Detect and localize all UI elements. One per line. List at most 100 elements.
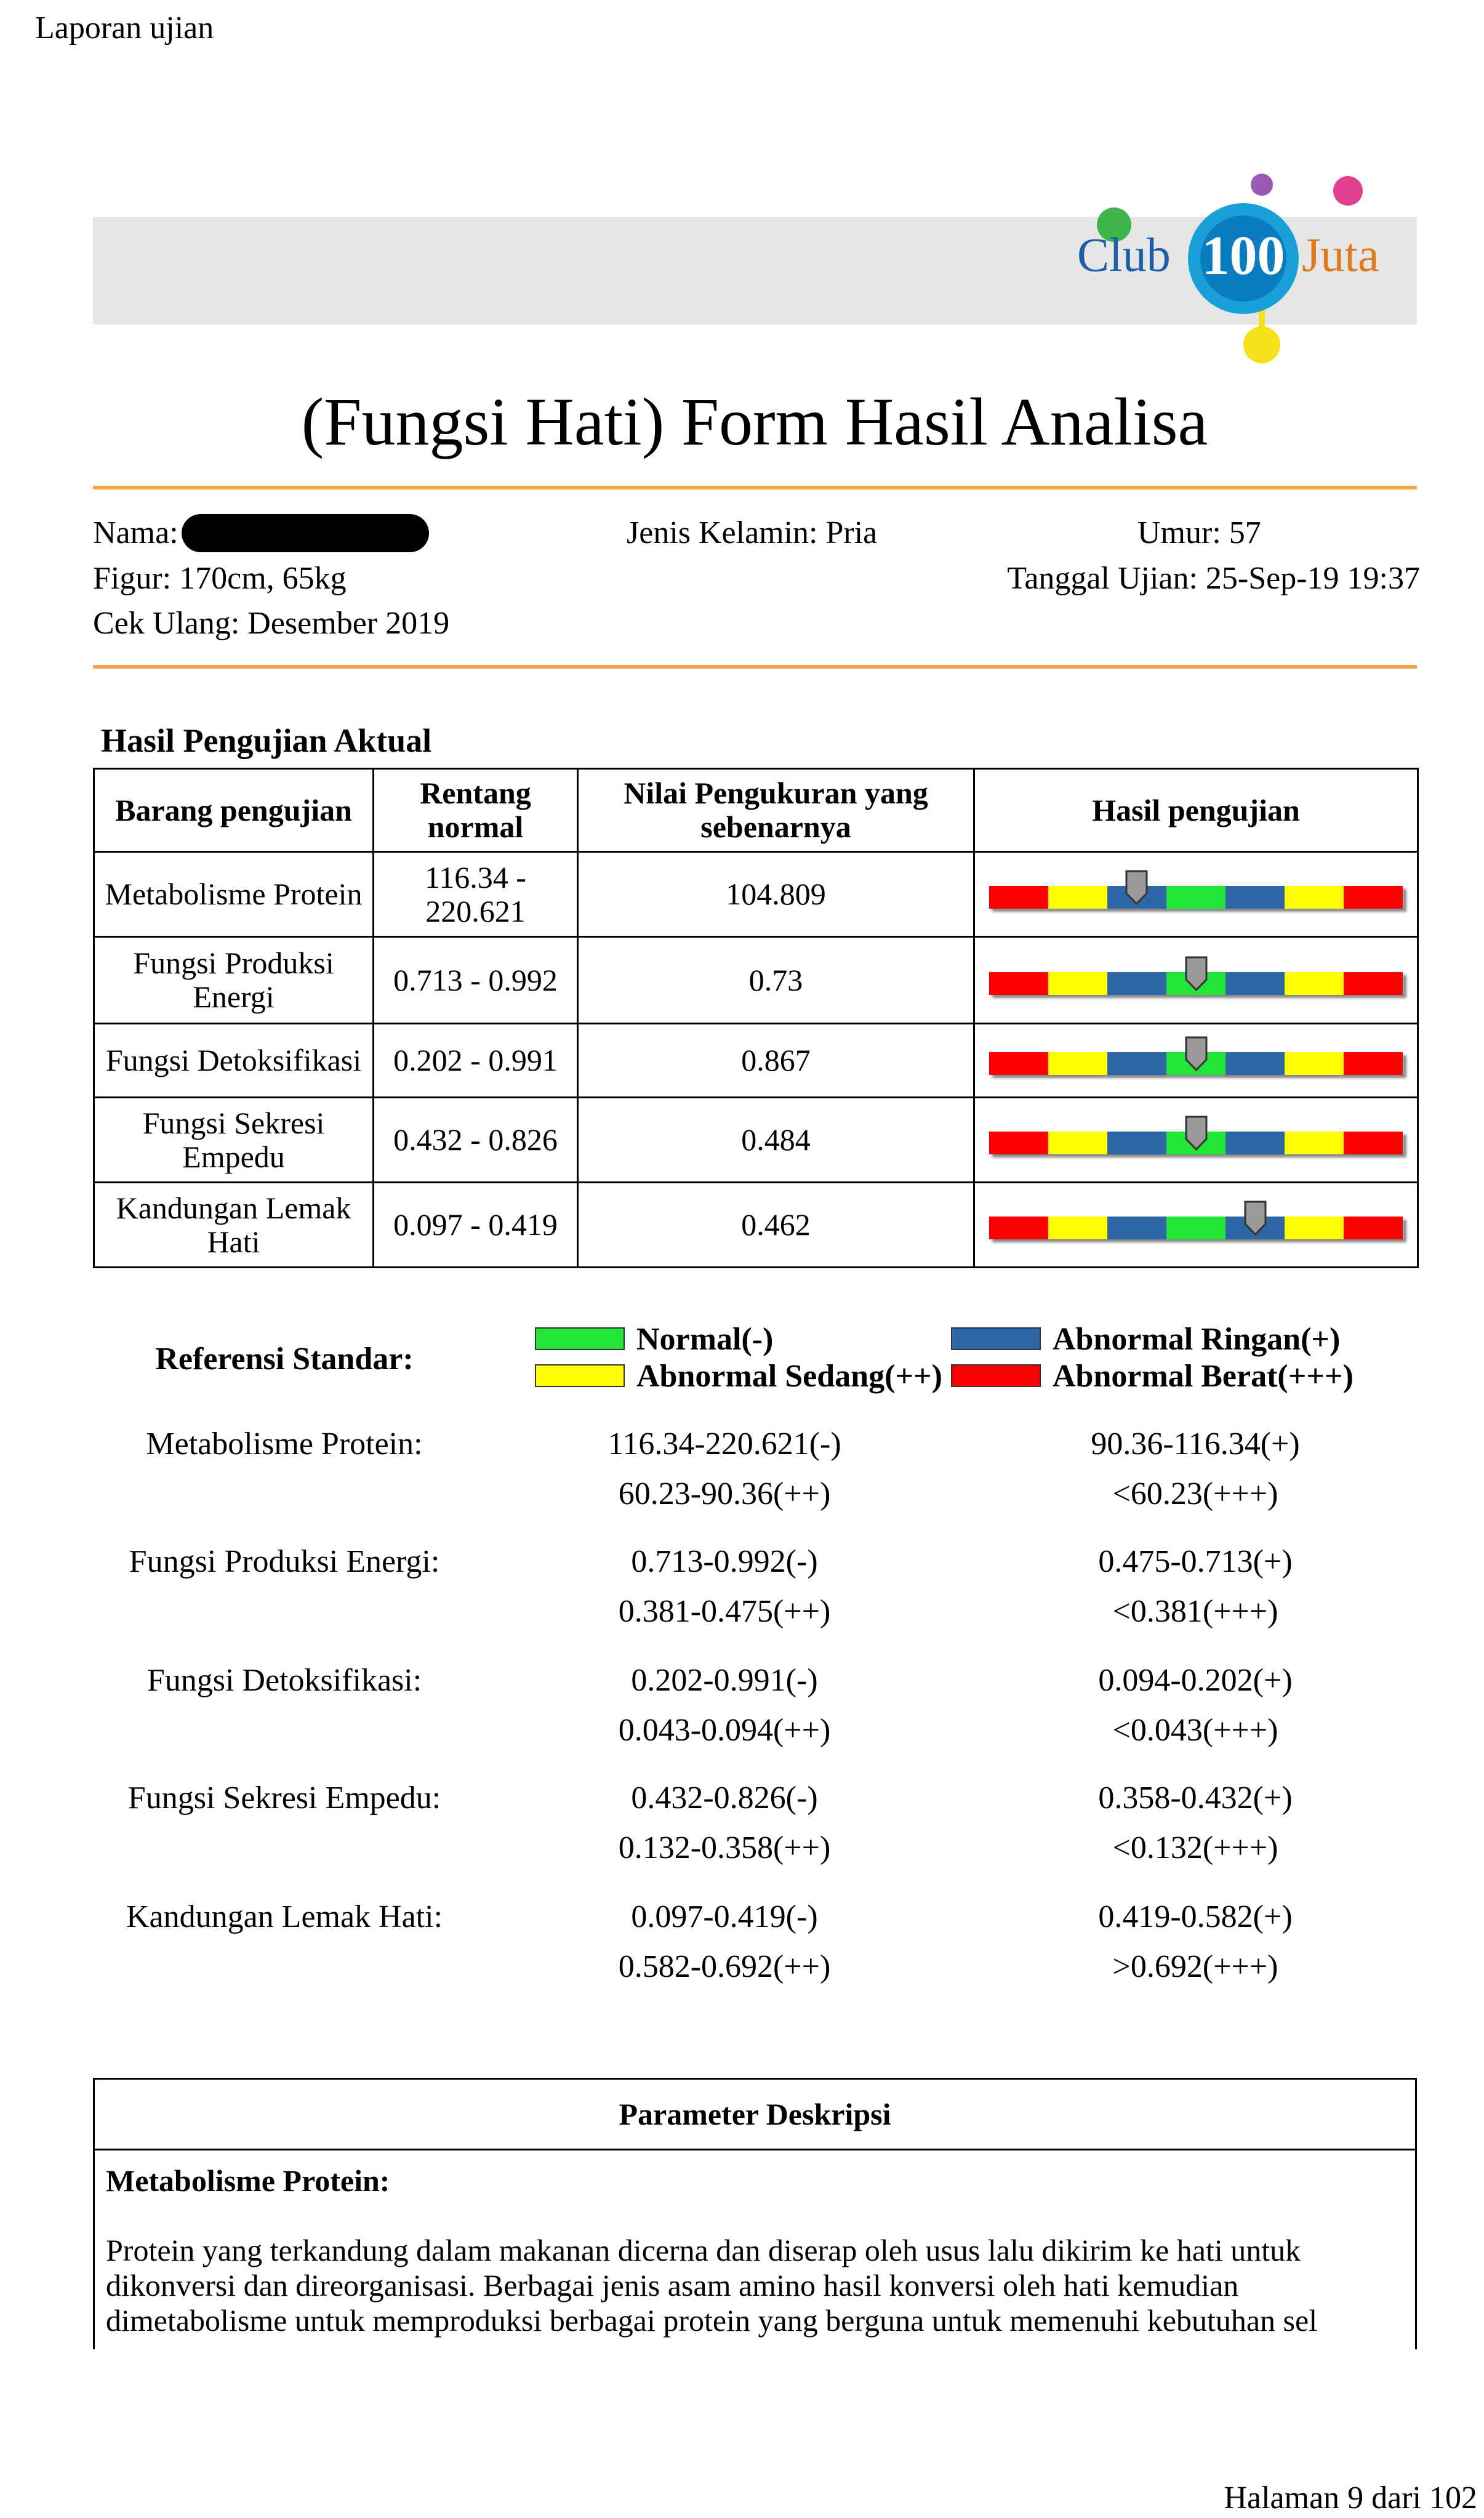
info-gender: Jenis Kelamin: Pria bbox=[627, 515, 878, 550]
bar-segment bbox=[1225, 971, 1285, 995]
logo-number: 100 bbox=[1202, 225, 1285, 286]
reference-value: 0.475-0.713(+) bbox=[1098, 1544, 1293, 1579]
table-cell: Fungsi Detoksifikasi bbox=[93, 1023, 374, 1098]
info-figure: Figur: 170cm, 65kg bbox=[93, 561, 347, 596]
bar-segment bbox=[1344, 886, 1403, 909]
reference-label: Kandungan Lemak Hati: bbox=[126, 1899, 443, 1934]
bar-segment bbox=[1285, 1217, 1344, 1239]
bar-segment bbox=[1107, 1052, 1166, 1075]
result-marker bbox=[1185, 956, 1207, 991]
table-cell: 0.484 bbox=[577, 1096, 975, 1183]
table-cell: 0.202 - 0.991 bbox=[372, 1023, 579, 1098]
reference-value: 0.094-0.202(+) bbox=[1098, 1663, 1293, 1698]
reference-label: Metabolisme Protein: bbox=[146, 1426, 423, 1462]
reference-value: >0.692(+++) bbox=[1112, 1949, 1278, 1984]
legend-swatch bbox=[535, 1364, 625, 1387]
logo: Club 100 Juta bbox=[1077, 174, 1379, 363]
column-header: Rentang normal bbox=[372, 768, 579, 853]
bar-segment bbox=[989, 1052, 1048, 1075]
bar-segment bbox=[1344, 971, 1403, 995]
table-row: Fungsi Produksi Energi 0.713 - 0.992 0.73 bbox=[93, 936, 1419, 1024]
bar-segment bbox=[1225, 1132, 1285, 1154]
reference-value: 0.432-0.826(-) bbox=[631, 1780, 818, 1816]
bar-segment bbox=[1285, 886, 1344, 909]
redaction bbox=[182, 514, 429, 552]
bar-segment bbox=[989, 1132, 1048, 1154]
column-header: Barang pengujian bbox=[93, 768, 374, 853]
result-marker bbox=[1244, 1201, 1267, 1236]
result-bar bbox=[989, 1116, 1403, 1154]
result-bar bbox=[989, 1036, 1403, 1075]
table-cell: Kandungan Lemak Hati bbox=[93, 1181, 374, 1268]
table-cell: Metabolisme Protein bbox=[93, 851, 374, 938]
bar-segment bbox=[1344, 1217, 1403, 1239]
table-cell: Fungsi Sekresi Empedu bbox=[93, 1096, 374, 1183]
description-title: Parameter Deskripsi bbox=[95, 2080, 1415, 2150]
reference-value: <60.23(+++) bbox=[1112, 1476, 1278, 1511]
result-cell bbox=[973, 1023, 1419, 1098]
table-cell: 0.73 bbox=[577, 936, 975, 1024]
result-bar bbox=[989, 870, 1403, 909]
result-marker bbox=[1125, 870, 1148, 905]
table-cell: Fungsi Produksi Energi bbox=[93, 936, 374, 1024]
result-cell bbox=[973, 936, 1419, 1024]
bar-segment bbox=[1166, 886, 1226, 909]
reference-value: <0.381(+++) bbox=[1112, 1594, 1278, 1629]
legend-swatch bbox=[535, 1327, 625, 1350]
bar-segment bbox=[989, 886, 1048, 909]
table-row: Metabolisme Protein 116.34 - 220.621 104.8… bbox=[93, 851, 1419, 938]
reference-value: 0.582-0.692(++) bbox=[618, 1949, 831, 1984]
legend-label: Abnormal Berat(+++) bbox=[1053, 1359, 1354, 1394]
reference-value: 0.419-0.582(+) bbox=[1098, 1899, 1293, 1934]
table-cell: 0.432 - 0.826 bbox=[372, 1096, 579, 1183]
table-cell: 0.713 - 0.992 bbox=[372, 936, 579, 1024]
reference-value: 0.132-0.358(++) bbox=[618, 1830, 831, 1865]
bar-segment bbox=[1285, 1052, 1344, 1075]
legend-swatch bbox=[951, 1327, 1041, 1350]
bar-segment bbox=[1048, 1052, 1107, 1075]
divider bbox=[93, 665, 1417, 669]
column-header: Nilai Pengukuran yang sebenarnya bbox=[577, 768, 975, 853]
result-cell bbox=[973, 1181, 1419, 1268]
bar-segment bbox=[1107, 1132, 1166, 1154]
results-table: Barang pengujian Rentang normal Nilai Peng… bbox=[93, 768, 1419, 1268]
reference-value: 116.34-220.621(-) bbox=[608, 1426, 841, 1462]
bar-segment bbox=[1344, 1052, 1403, 1075]
title: (Fungsi Hati) Form Hasil Analisa bbox=[301, 384, 1208, 459]
logo-text: Juta bbox=[1302, 228, 1379, 281]
bar-segment bbox=[989, 1217, 1048, 1239]
result-bar bbox=[989, 1201, 1403, 1239]
result-marker bbox=[1185, 1036, 1207, 1071]
divider bbox=[93, 486, 1417, 489]
bar-segment bbox=[1107, 1217, 1166, 1239]
reference-label: Fungsi Produksi Energi: bbox=[129, 1544, 440, 1579]
info-nama: Nama: bbox=[93, 515, 178, 550]
bar-segment bbox=[989, 971, 1048, 995]
bar-segment bbox=[1344, 1132, 1403, 1154]
bar-segment bbox=[1107, 971, 1166, 995]
bar-segment bbox=[1048, 886, 1107, 909]
legend-label: Abnormal Sedang(++) bbox=[636, 1359, 942, 1394]
info-recheck: Cek Ulang: Desember 2019 bbox=[93, 606, 450, 641]
page-label: Laporan ujian bbox=[35, 10, 214, 46]
reference-value: 0.358-0.432(+) bbox=[1098, 1780, 1293, 1816]
table-row: Kandungan Lemak Hati 0.097 - 0.419 0.462 bbox=[93, 1181, 1419, 1268]
table-cell: 0.867 bbox=[577, 1023, 975, 1098]
page-number: Halaman 9 dari 102 bbox=[1224, 2480, 1477, 2516]
legend-label: Normal(-) bbox=[636, 1322, 774, 1357]
bar-segment bbox=[1166, 1217, 1226, 1239]
result-cell bbox=[973, 851, 1419, 938]
reference-value: 0.097-0.419(-) bbox=[631, 1899, 818, 1934]
logo-text: Club bbox=[1077, 228, 1171, 281]
reference-value: 0.202-0.991(-) bbox=[631, 1663, 818, 1698]
reference-label: Fungsi Sekresi Empedu: bbox=[127, 1780, 441, 1816]
section-title: Hasil Pengujian Aktual bbox=[101, 722, 432, 759]
reference-label: Fungsi Detoksifikasi: bbox=[146, 1663, 422, 1698]
reference-value: 90.36-116.34(+) bbox=[1091, 1426, 1300, 1462]
result-cell bbox=[973, 1096, 1419, 1183]
table-cell: 0.097 - 0.419 bbox=[372, 1181, 579, 1268]
bar-segment bbox=[1048, 971, 1107, 995]
bar-segment bbox=[1285, 1132, 1344, 1154]
result-bar bbox=[989, 956, 1403, 995]
